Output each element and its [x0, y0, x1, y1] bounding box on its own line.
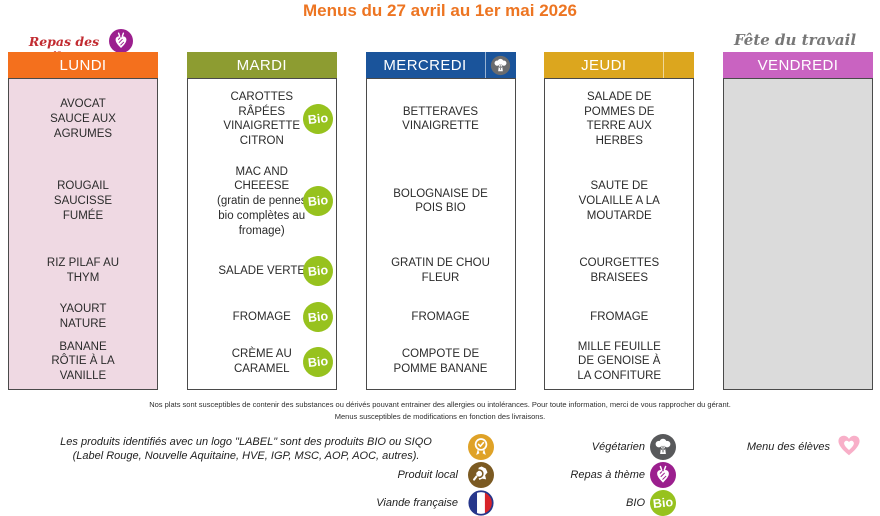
- menu-item-text: CAROTTES RÂPÉES VINAIGRETTE CITRON: [223, 90, 301, 148]
- legend-label-viande-francaise: Viande française: [376, 497, 458, 509]
- page-title: Menus du 27 avril au 1er mai 2026: [302, 1, 578, 20]
- menu-item: FROMAGE: [411, 310, 470, 323]
- menu-item: MILLE FEUILLE DE GENOISE À LA CONFITURE: [577, 340, 662, 383]
- bio-icon: Bio: [301, 345, 335, 379]
- day-header-vendredi: VENDREDI: [723, 52, 873, 78]
- vegetarian-icon: [490, 55, 511, 76]
- menu-item: AVOCAT SAUCE AUX AGRUMES: [50, 98, 116, 140]
- menu-item: BANANE RÔTIE À LA VANILLE: [51, 340, 115, 383]
- menu-item-text: CRÈME AU CARAMEL: [231, 348, 292, 375]
- day-column-vendredi: VENDREDI: [723, 52, 873, 390]
- day-menu-jeudi: SALADE DE POMMES DE TERRE AUX HERBES SAU…: [544, 78, 695, 390]
- day-label: MERCREDI: [383, 56, 467, 74]
- day-label: LUNDI: [59, 56, 107, 74]
- french-meat-icon: [468, 490, 494, 516]
- menu-item: COMPOTE DE POMME BANANE: [393, 348, 488, 375]
- theme-meal-icon: [650, 462, 676, 488]
- day-column-mercredi: MERCREDI BETT: [365, 52, 516, 390]
- menu-item: SALADE VERTE Bio: [188, 243, 336, 299]
- menu-item: RIZ PILAF AU THYM: [46, 257, 120, 285]
- day-label: JEUDI: [581, 56, 627, 74]
- header-divider: [484, 52, 486, 78]
- day-menu-vendredi: [723, 78, 873, 390]
- label-rosette-icon: [468, 434, 494, 460]
- day-header-mercredi: MERCREDI: [365, 52, 516, 78]
- allergy-disclaimer: Nos plats sont susceptibles de contenir …: [149, 400, 731, 409]
- header-divider: [663, 52, 665, 78]
- menu-item: CAROTTES RÂPÉES VINAIGRETTE CITRON Bio: [188, 79, 336, 160]
- label-legend-note: Les produits identifiés avec un logo "LA…: [30, 435, 462, 464]
- menu-item-text: FROMAGE: [232, 310, 291, 323]
- day-column-mardi: MARDI CAROTTES RÂPÉES VINAIGRETTE CITRON…: [186, 52, 337, 390]
- day-label: MARDI: [236, 56, 287, 74]
- header-icon-slot: [486, 55, 516, 76]
- menu-item: FROMAGE Bio: [188, 299, 336, 335]
- menu-item: FROMAGE: [590, 310, 649, 323]
- menu-item-text: MAC AND CHEEESE (gratin de pennes bio co…: [216, 165, 307, 237]
- legend-label-menu-des-eleves: Menu des élèves: [746, 441, 830, 453]
- legend-label-produit-local: Produit local: [397, 469, 458, 481]
- day-column-lundi: LUNDI AVOCAT SAUCE AUX AGRUMES ROUGAIL S…: [8, 52, 158, 390]
- bio-icon: Bio: [301, 254, 335, 288]
- day-header-mardi: MARDI: [186, 52, 337, 78]
- holiday-note: Fête du travail: [733, 31, 857, 49]
- day-header-jeudi: JEUDI: [544, 52, 695, 78]
- menu-columns: LUNDI AVOCAT SAUCE AUX AGRUMES ROUGAIL S…: [8, 52, 873, 390]
- menu-item: YAOURT NATURE: [59, 303, 107, 330]
- legend-label-repas-a-theme: Repas à thème: [570, 469, 645, 481]
- day-menu-mercredi: BETTERAVES VINAIGRETTE BOLOGNAISE DE POI…: [365, 78, 516, 390]
- label-legend-line1: Les produits identifiés avec un logo "LA…: [60, 436, 432, 448]
- bio-icon: Bio: [301, 102, 335, 136]
- legend-label-vegetarien: Végétarien: [591, 441, 645, 453]
- local-product-icon: [468, 462, 494, 488]
- menu-item: GRATIN DE CHOU FLEUR: [391, 257, 490, 285]
- menu-item-text: SALADE VERTE: [218, 264, 306, 277]
- day-menu-lundi: AVOCAT SAUCE AUX AGRUMES ROUGAIL SAUCISS…: [8, 78, 158, 390]
- day-header-lundi: LUNDI: [8, 52, 158, 78]
- students-menu-icon: [836, 432, 862, 458]
- menu-item: BOLOGNAISE DE POIS BIO: [393, 187, 488, 215]
- menu-item: COURGETTES BRAISEES: [579, 257, 660, 285]
- legend-label-bio: BIO: [626, 497, 645, 509]
- vegetarian-icon: [650, 434, 676, 460]
- menu-item: BETTERAVES VINAIGRETTE: [402, 105, 479, 133]
- day-column-jeudi: JEUDI SALADE DE POMMES DE TERRE AUX HERB…: [544, 52, 695, 390]
- menu-item: SAUTE DE VOLAILLE A LA MOUTARDE: [578, 180, 660, 222]
- menu-item: ROUGAIL SAUCISSE FUMÉE: [53, 180, 113, 222]
- label-legend-line2: (Label Rouge, Nouvelle Aquitaine, HVE, I…: [72, 450, 420, 463]
- theme-meal-icon: [109, 29, 133, 53]
- delivery-disclaimer: Menus susceptibles de modifications en f…: [334, 412, 546, 421]
- day-menu-mardi: CAROTTES RÂPÉES VINAIGRETTE CITRON Bio M…: [186, 78, 337, 390]
- bio-icon: Bio: [301, 300, 335, 334]
- menu-item: MAC AND CHEEESE (gratin de pennes bio co…: [188, 160, 336, 244]
- bio-icon: Bio: [648, 488, 678, 516]
- menu-item: CRÈME AU CARAMEL Bio: [188, 335, 336, 389]
- menu-item: SALADE DE POMMES DE TERRE AUX HERBES: [584, 90, 655, 148]
- day-label: VENDREDI: [757, 56, 839, 74]
